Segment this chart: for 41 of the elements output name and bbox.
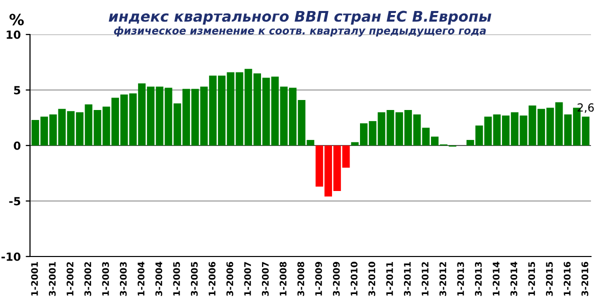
x-tick-label: 1-2010: [350, 262, 358, 296]
x-tick-label: 3-2016: [581, 262, 588, 296]
x-tick-label: 3-2008: [297, 262, 304, 296]
x-tick-label: 1-2013: [457, 262, 464, 296]
x-tick-label: 3-2014: [510, 262, 518, 296]
x-tick-label: 3-2009: [332, 262, 340, 296]
x-tick-label: 3-2010: [368, 262, 376, 296]
x-tick-label: 3-2007: [262, 262, 269, 296]
x-tick-label: 1-2001: [31, 262, 38, 296]
y-tick-label: -10: [2, 252, 20, 261]
x-tick-label: 3-2004: [155, 262, 162, 296]
x-tick-label: 1-2003: [102, 262, 109, 296]
x-tick-label: 3-2015: [546, 262, 553, 296]
y-axis-title: %: [9, 14, 24, 26]
x-tick-label: 1-2009: [315, 262, 322, 296]
x-tick-label: 3-2005: [190, 262, 198, 296]
x-tick-label: 1-2012: [422, 262, 429, 296]
x-tick-label: 1-2005: [173, 262, 180, 296]
x-tick-label: 1-2002: [66, 262, 74, 296]
x-tick-label: 3-2003: [120, 262, 127, 296]
x-tick-label: 3-2013: [474, 262, 482, 296]
x-tick-label: 1-2004: [138, 262, 144, 296]
x-tick-label: 3-2002: [84, 262, 92, 296]
x-tick-label: 3-2012: [439, 262, 446, 296]
x-tick-label: 3-2011: [404, 262, 411, 296]
data-label: 2,6: [578, 103, 594, 113]
y-tick-label: 10: [6, 30, 20, 39]
y-tick-label: 5: [14, 86, 20, 94]
x-tick-label: 1-2011: [386, 262, 394, 296]
x-tick-label: 3-2001: [48, 262, 56, 296]
chart-subtitle: физическое изменение к соотв. кварталу предыдущего года: [114, 26, 486, 37]
x-tick-label: 1-2006: [208, 262, 216, 296]
x-tick-label: 1-2014: [492, 262, 500, 296]
x-tick-label: 1-2008: [280, 262, 286, 296]
x-tick-label: 3-2006: [226, 262, 234, 296]
chart-title: индекс квартального ВВП стран ЕС В.Европы: [108, 10, 492, 25]
y-tick-label: 0: [14, 141, 20, 150]
x-tick-label: 1-2016: [564, 262, 571, 296]
x-tick-label: 1-2015: [528, 262, 536, 296]
y-tick-label: -5: [9, 197, 20, 206]
x-tick-label: 1-2007: [244, 262, 251, 296]
